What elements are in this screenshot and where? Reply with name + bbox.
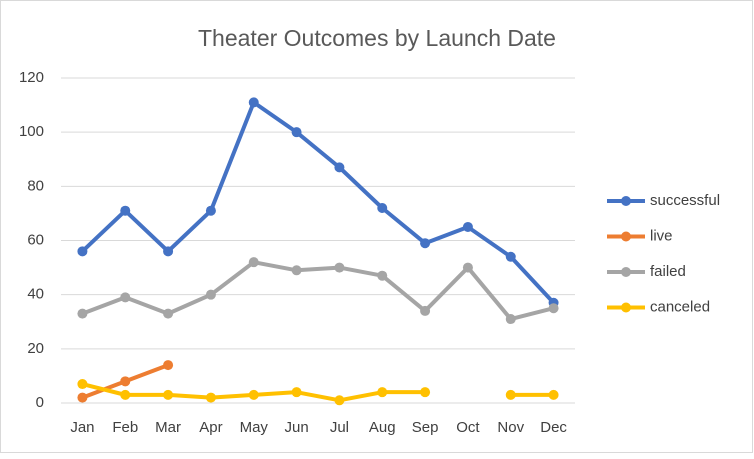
- data-point: [120, 292, 131, 303]
- data-point: [462, 262, 473, 273]
- y-tick-label: 0: [36, 394, 44, 411]
- data-point: [548, 389, 559, 400]
- x-tick-label: Aug: [369, 419, 396, 436]
- x-tick-label: Apr: [199, 419, 222, 436]
- data-point: [205, 205, 216, 216]
- data-point: [334, 395, 345, 406]
- data-point: [548, 303, 559, 314]
- data-point: [377, 387, 388, 398]
- data-point: [120, 376, 131, 387]
- x-tick-label: May: [240, 419, 269, 436]
- data-point: [77, 379, 88, 390]
- data-point: [505, 314, 516, 325]
- y-tick-label: 20: [27, 340, 44, 357]
- x-tick-label: Nov: [497, 419, 524, 436]
- legend-marker: [621, 196, 631, 206]
- data-point: [291, 127, 302, 138]
- data-point: [248, 97, 259, 108]
- y-tick-label: 120: [19, 69, 44, 86]
- legend-label: failed: [650, 263, 686, 280]
- x-tick-label: Dec: [540, 419, 567, 436]
- legend-marker: [621, 231, 631, 242]
- x-tick-label: Jun: [284, 419, 308, 436]
- x-tick-label: Feb: [112, 419, 138, 436]
- data-point: [334, 262, 345, 273]
- data-point: [163, 308, 174, 319]
- data-point: [163, 360, 174, 371]
- data-point: [248, 257, 259, 268]
- data-point: [334, 162, 345, 173]
- data-point: [205, 289, 216, 300]
- series-line: [81, 100, 556, 305]
- data-point: [462, 221, 473, 232]
- data-point: [291, 265, 302, 276]
- data-point: [420, 387, 431, 398]
- y-tick-label: 60: [27, 231, 44, 248]
- data-point: [163, 246, 174, 257]
- legend-label: live: [650, 227, 673, 244]
- data-point: [248, 389, 259, 400]
- legend-label: canceled: [650, 298, 710, 315]
- legend-marker: [621, 267, 631, 277]
- data-point: [163, 389, 174, 400]
- data-point: [420, 305, 431, 316]
- x-tick-label: Oct: [456, 419, 480, 436]
- data-point: [291, 387, 302, 398]
- data-point: [120, 205, 131, 216]
- x-tick-label: Mar: [155, 419, 181, 436]
- series-line: [81, 260, 555, 322]
- data-point: [505, 389, 516, 400]
- data-point: [77, 392, 88, 403]
- data-point: [77, 308, 88, 319]
- x-tick-label: Jul: [330, 419, 349, 436]
- data-point: [120, 389, 131, 400]
- data-point: [77, 246, 88, 257]
- data-point: [377, 270, 388, 281]
- data-point: [505, 251, 516, 262]
- y-tick-label: 40: [27, 286, 44, 303]
- data-point: [205, 392, 216, 403]
- data-point: [377, 203, 388, 213]
- y-tick-label: 80: [27, 177, 44, 194]
- data-point: [420, 238, 431, 249]
- x-tick-label: Sep: [412, 419, 439, 436]
- legend-marker: [621, 302, 631, 313]
- chart-title: Theater Outcomes by Launch Date: [198, 25, 556, 51]
- legend-label: successful: [650, 192, 720, 209]
- y-tick-label: 100: [19, 123, 44, 140]
- x-tick-label: Jan: [70, 419, 94, 436]
